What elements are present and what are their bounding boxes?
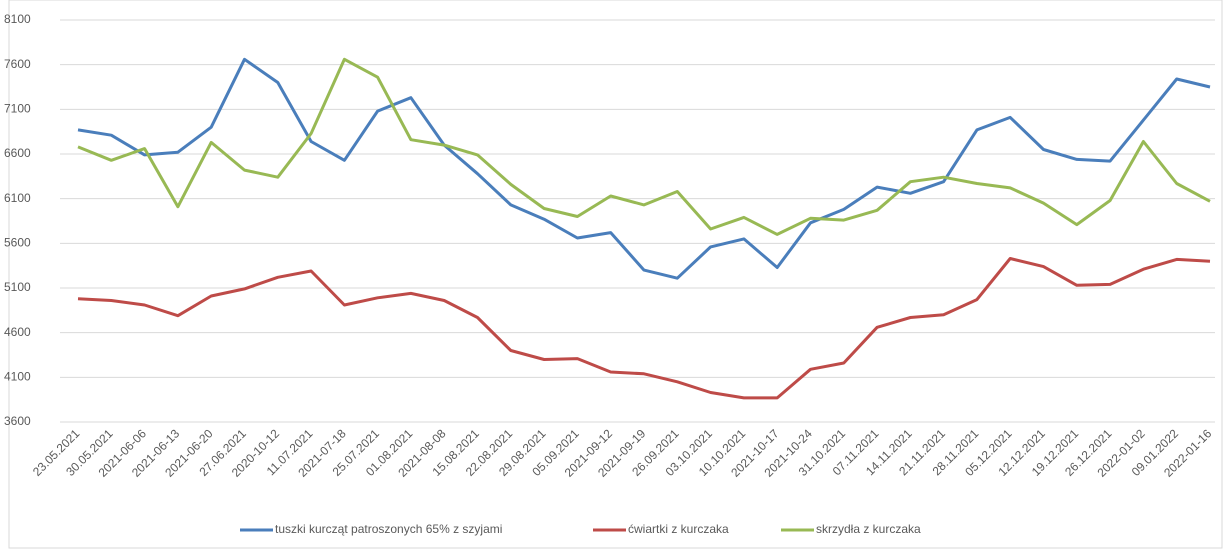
chart-frame [8, 0, 1223, 549]
legend-label: skrzydła z kurczaka [816, 522, 921, 536]
legend-label: ćwiartki z kurczaka [628, 522, 729, 536]
y-tick-label: 5600 [4, 236, 31, 250]
y-tick-label: 5100 [4, 280, 31, 294]
series-line [77, 57, 1211, 236]
y-tick-label: 7100 [4, 102, 31, 116]
y-tick-label: 4600 [4, 325, 31, 339]
y-tick-label: 6100 [4, 191, 31, 205]
y-tick-label: 7600 [4, 57, 31, 71]
y-tick-label: 4100 [4, 370, 31, 384]
y-tick-label: 6600 [4, 146, 31, 160]
series-line [77, 257, 1211, 400]
y-tick-label: 8100 [4, 12, 31, 26]
legend-label: tuszki kurcząt patroszonych 65% z szyjam… [275, 522, 502, 536]
y-tick-label: 3600 [4, 414, 31, 428]
series-line [77, 57, 1211, 280]
